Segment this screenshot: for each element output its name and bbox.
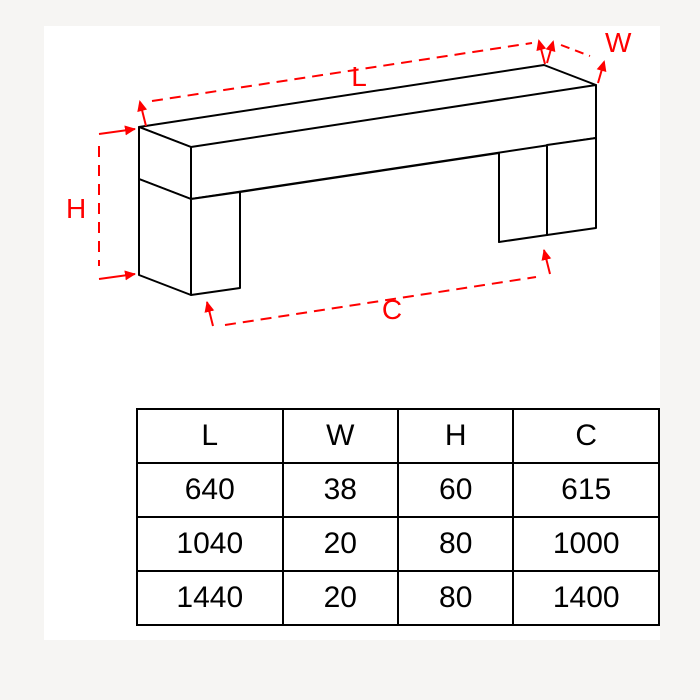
label-W: W — [605, 27, 632, 58]
label-H: H — [66, 193, 86, 224]
table-row: 1040 20 80 1000 — [137, 517, 659, 571]
table-row: 1440 20 80 1400 — [137, 571, 659, 625]
table-row: 640 38 60 615 — [137, 463, 659, 517]
dimension-H — [99, 129, 135, 279]
label-C: C — [382, 294, 402, 325]
dimensions-table: L W H C 640 38 60 615 1040 20 80 1000 — [136, 408, 660, 626]
table-header-row: L W H C — [137, 409, 659, 463]
label-L: L — [351, 61, 367, 92]
dimension-C — [207, 250, 550, 326]
handle-diagram: L W H C — [44, 26, 660, 386]
content-panel: L W H C — [44, 26, 660, 640]
col-L: L — [137, 409, 283, 463]
col-H: H — [398, 409, 513, 463]
handle-outline — [139, 65, 596, 295]
col-C: C — [513, 409, 659, 463]
col-W: W — [283, 409, 398, 463]
